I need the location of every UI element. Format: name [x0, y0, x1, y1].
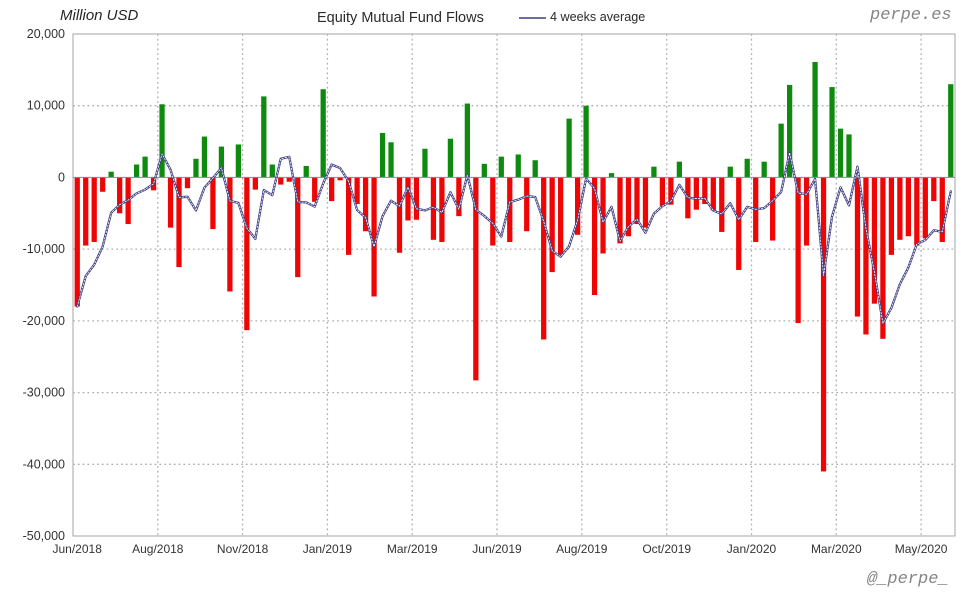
svg-text:Oct/2019: Oct/2019	[642, 542, 691, 556]
svg-text:May/2020: May/2020	[895, 542, 948, 556]
svg-text:-30,000: -30,000	[23, 386, 65, 400]
svg-text:0: 0	[58, 170, 65, 184]
svg-text:Mar/2020: Mar/2020	[811, 542, 862, 556]
svg-text:Jan/2019: Jan/2019	[303, 542, 353, 556]
svg-text:-20,000: -20,000	[23, 314, 65, 328]
svg-text:Jun/2019: Jun/2019	[472, 542, 522, 556]
svg-text:20,000: 20,000	[27, 27, 65, 41]
svg-text:Aug/2019: Aug/2019	[556, 542, 608, 556]
svg-text:Jan/2020: Jan/2020	[727, 542, 777, 556]
svg-text:-40,000: -40,000	[23, 457, 65, 471]
svg-text:Mar/2019: Mar/2019	[387, 542, 438, 556]
svg-text:-50,000: -50,000	[23, 529, 65, 543]
svg-text:Nov/2018: Nov/2018	[217, 542, 269, 556]
svg-text:Jun/2018: Jun/2018	[53, 542, 103, 556]
svg-text:-10,000: -10,000	[23, 242, 65, 256]
svg-text:Aug/2018: Aug/2018	[132, 542, 184, 556]
svg-text:10,000: 10,000	[27, 99, 65, 113]
